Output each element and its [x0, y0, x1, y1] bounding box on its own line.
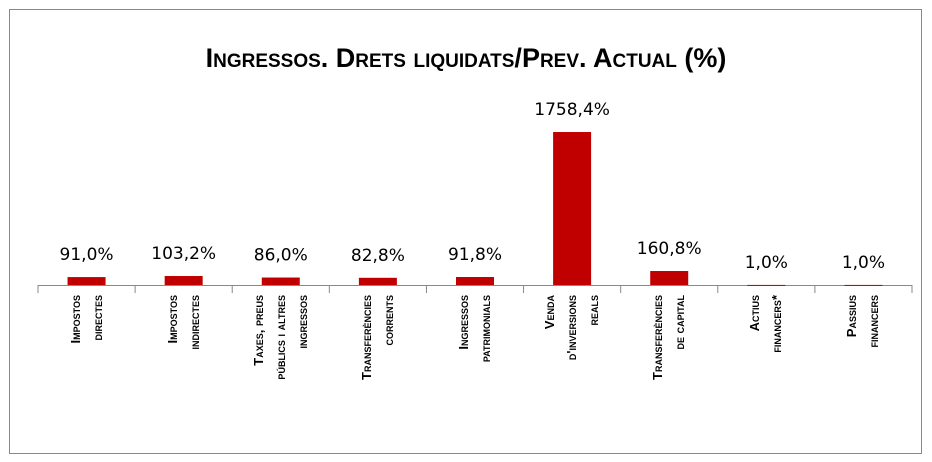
x-tick-label: Actius financers*: [747, 295, 785, 353]
value-label: 82,8%: [351, 246, 405, 266]
bar: [456, 277, 494, 285]
value-label: 1,0%: [745, 253, 788, 273]
bar: [650, 271, 689, 285]
x-tick-label: Impostos indirectes: [164, 295, 202, 350]
value-label: 86,0%: [254, 246, 308, 266]
x-tick-label: Impostos directes: [67, 295, 105, 344]
x-tick-label: Taxes, preus públics i altres ingressos: [250, 295, 310, 380]
bar: [358, 277, 397, 285]
chart-title: Ingressos. Drets liquidats/Prev. Actual …: [206, 43, 727, 73]
value-label: 160,8%: [637, 239, 702, 259]
bar: [164, 276, 203, 285]
bar: [261, 277, 300, 285]
value-label: 1758,4%: [534, 100, 610, 120]
x-tick-label: Transferències de capital: [650, 295, 688, 380]
x-tick-label: Passius financers: [844, 295, 882, 348]
x-tick-label: Venda d'inversions reals: [542, 295, 602, 361]
chart-border: [9, 9, 922, 454]
value-label: 103,2%: [151, 244, 216, 264]
bar: [553, 132, 592, 285]
value-label: 91,8%: [448, 245, 502, 265]
value-label: 91,0%: [60, 245, 114, 265]
value-label: 1,0%: [842, 253, 885, 273]
bar: [67, 277, 106, 285]
bar: [747, 284, 786, 286]
x-tick-label: Ingressos patrimonials: [456, 295, 493, 363]
x-tick-label: Transferències corrents: [358, 295, 396, 380]
bar: [844, 284, 883, 286]
